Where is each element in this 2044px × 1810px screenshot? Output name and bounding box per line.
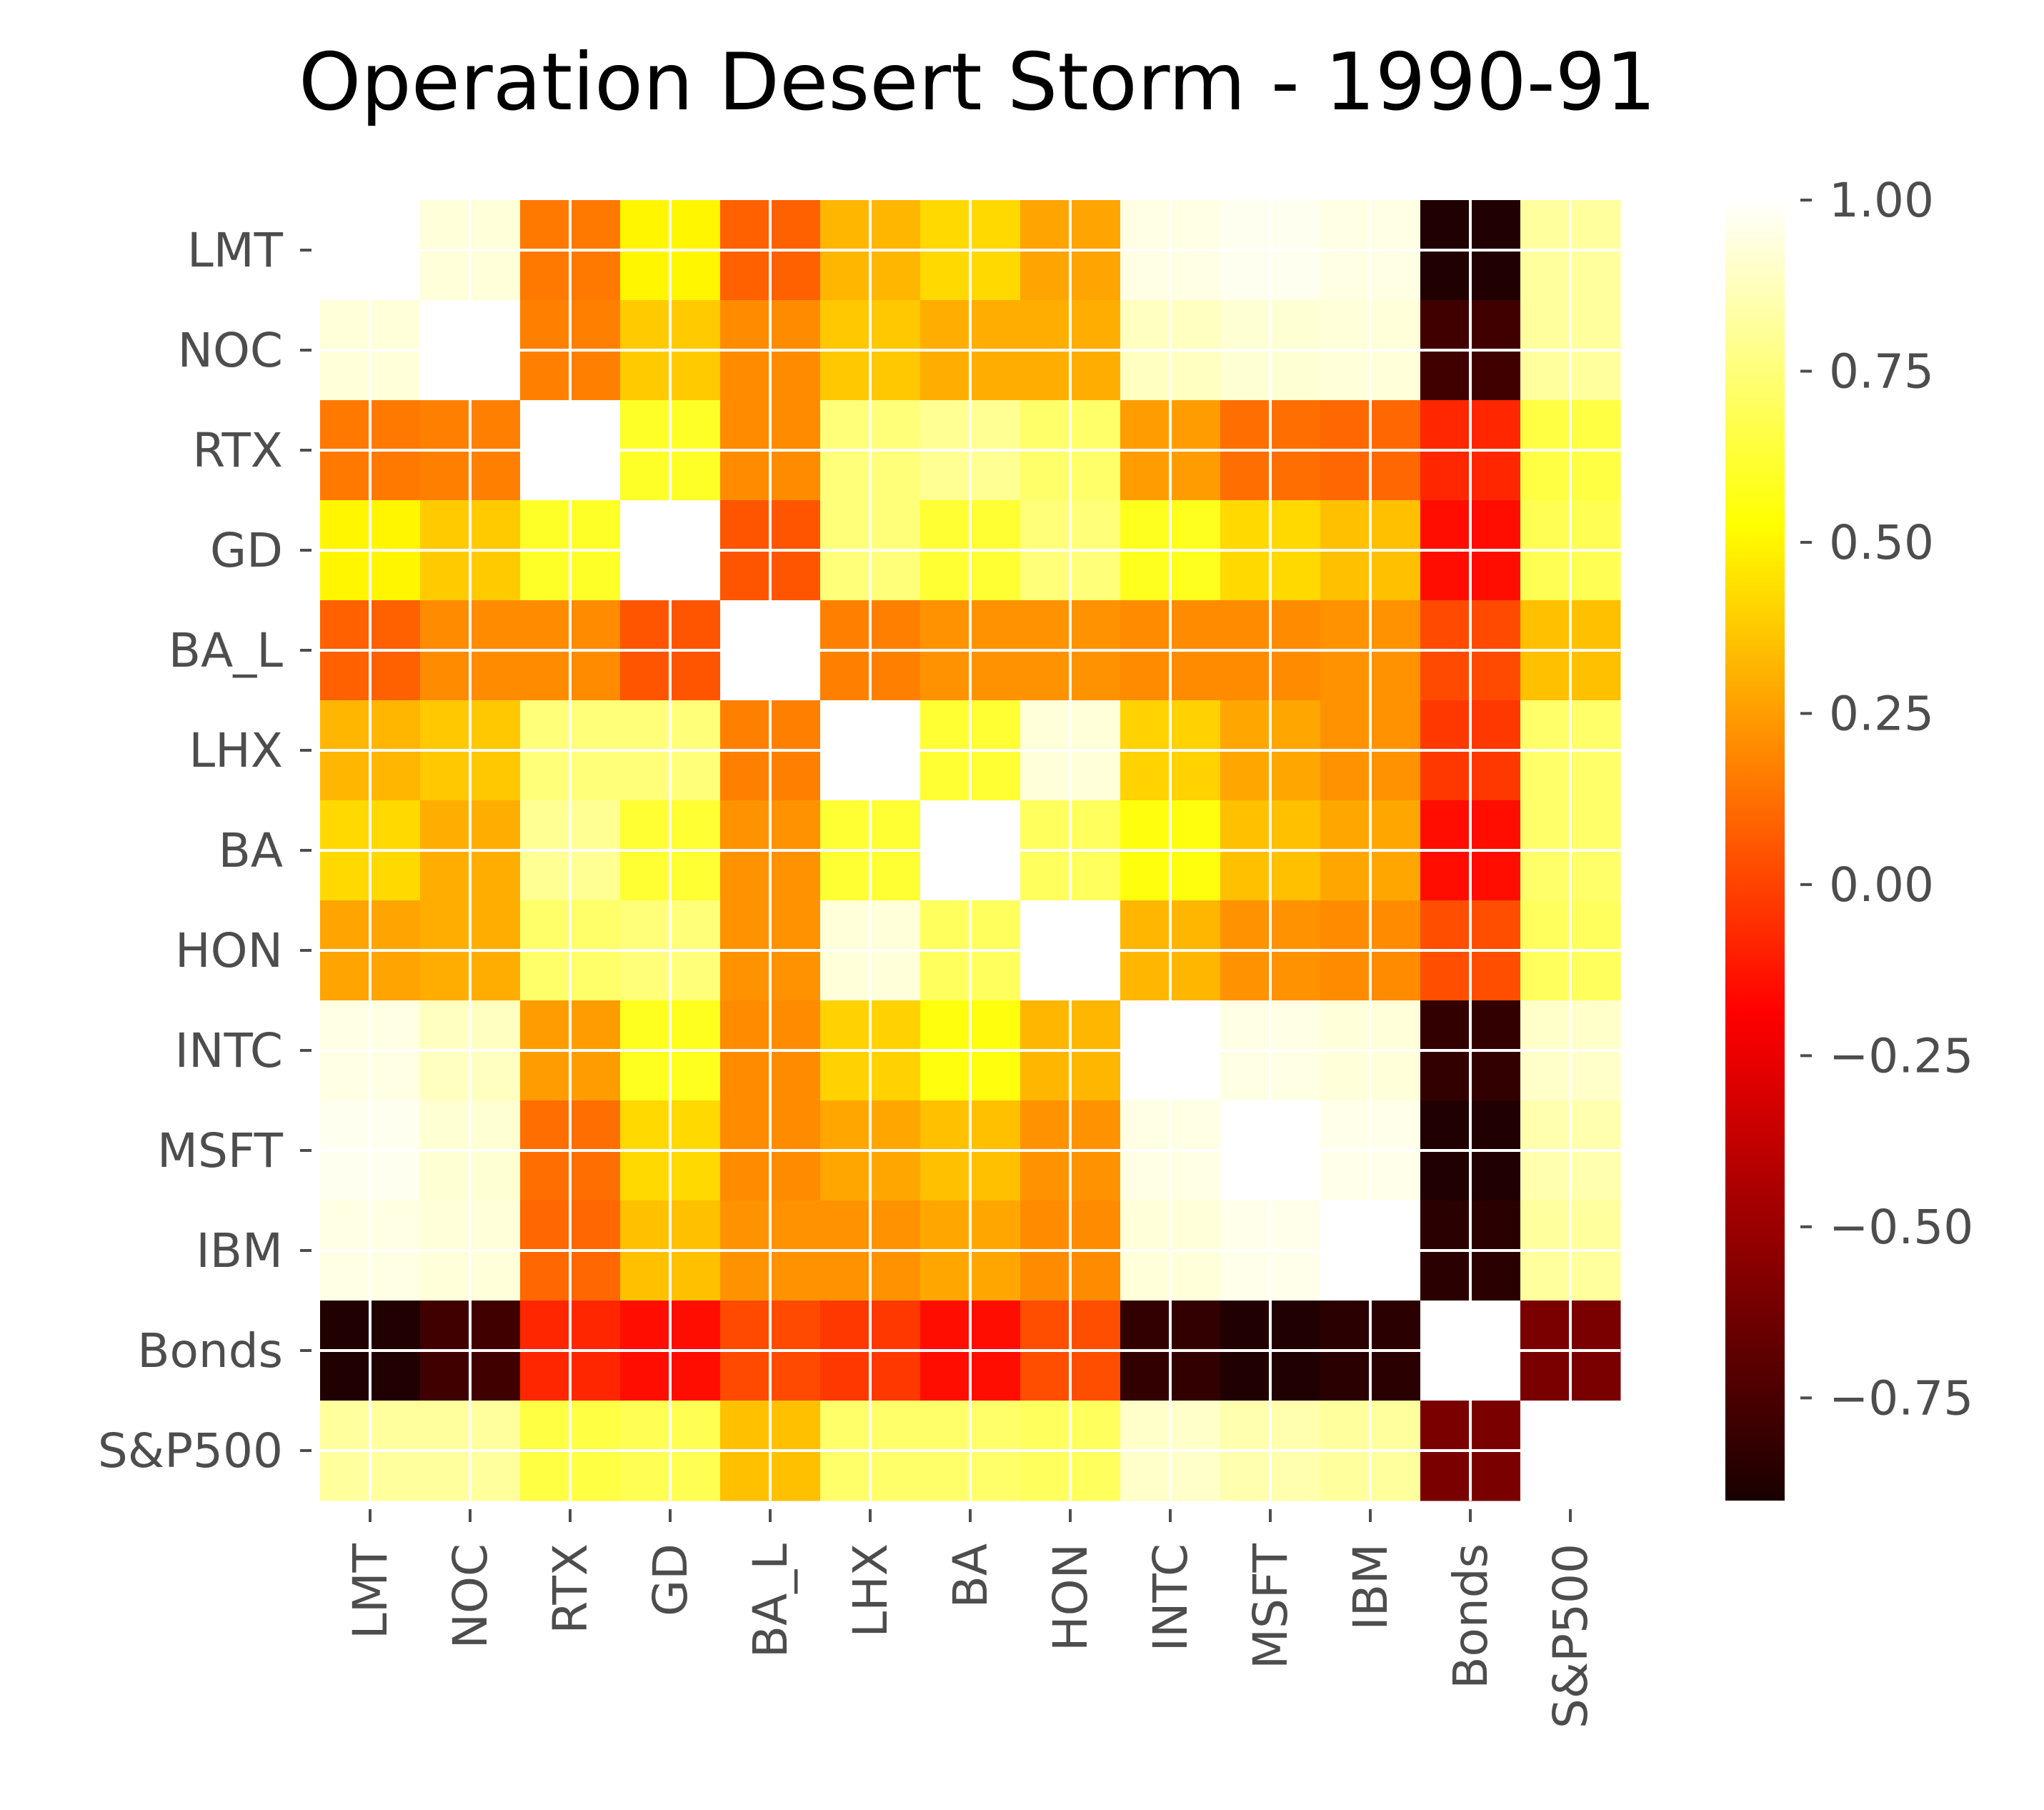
- y-tick-label: INTC: [175, 1023, 283, 1078]
- x-axis: LMT NOC RTX GD BA_L LHX BA HON INTC MSFT IBM Bonds S…: [343, 1509, 1598, 1729]
- y-tick-label: MSFT: [157, 1123, 284, 1178]
- y-tick-label: LMT: [187, 223, 284, 278]
- x-tick-label: RTX: [543, 1543, 598, 1634]
- colorbar-tick-label: 0.00: [1829, 857, 1934, 913]
- x-tick-label: MSFT: [1243, 1543, 1298, 1669]
- x-tick-label: HON: [1043, 1543, 1098, 1651]
- y-tick-label: IBM: [196, 1223, 283, 1278]
- colorbar-tick-label: 1.00: [1829, 173, 1934, 228]
- colorbar-tick-label: −0.75: [1829, 1371, 1973, 1426]
- colorbar-tick-label: −0.25: [1829, 1028, 1973, 1083]
- y-tick-label: BA: [219, 823, 283, 878]
- chart-title: Operation Desert Storm - 1990-91: [299, 36, 1656, 129]
- colorbar-tick-label: −0.50: [1829, 1200, 1973, 1255]
- x-tick-label: LHX: [843, 1543, 898, 1638]
- x-tick-label: BA_L: [743, 1543, 798, 1658]
- y-tick-label: LHX: [189, 723, 283, 778]
- colorbar-gradient: [1725, 200, 1785, 1501]
- y-axis: LMT NOC RTX GD BA_L LHX BA HON INTC MSFT IBM Bonds S…: [98, 223, 311, 1478]
- y-tick-label: Bonds: [137, 1323, 283, 1378]
- colorbar-tick-label: 0.50: [1829, 515, 1934, 570]
- colorbar-tick-label: 0.75: [1829, 344, 1934, 399]
- x-tick-label: S&P500: [1543, 1543, 1598, 1729]
- x-tick-label: GD: [643, 1543, 698, 1616]
- y-tick-label: HON: [175, 923, 283, 978]
- y-tick-label: S&P500: [98, 1423, 283, 1478]
- x-tick-label: BA: [943, 1543, 998, 1608]
- x-tick-label: INTC: [1143, 1543, 1198, 1651]
- y-tick-label: NOC: [178, 323, 283, 378]
- colorbar-tick-label: 0.25: [1829, 686, 1934, 741]
- x-tick-label: IBM: [1343, 1543, 1398, 1631]
- y-tick-label: RTX: [192, 423, 283, 478]
- x-tick-label: NOC: [443, 1543, 498, 1649]
- heatmap-gridlines: [320, 200, 1620, 1501]
- colorbar: 1.00 0.75 0.50 0.25 0.00 −0.25 −0.50 −0.75: [1725, 173, 1973, 1501]
- y-tick-label: GD: [210, 523, 283, 578]
- x-tick-label: Bonds: [1443, 1543, 1498, 1689]
- y-tick-label: BA_L: [169, 623, 283, 678]
- x-tick-label: LMT: [343, 1543, 398, 1639]
